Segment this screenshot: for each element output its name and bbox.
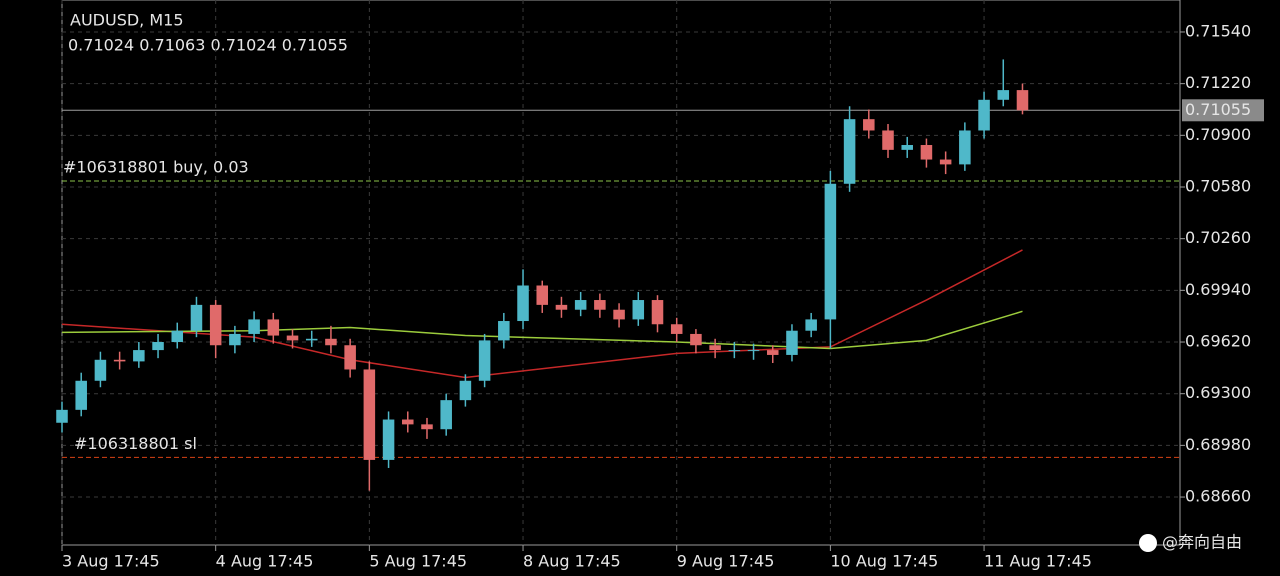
y-tick-label: 0.69940	[1185, 280, 1251, 299]
candle-body	[75, 380, 87, 410]
candle-body	[152, 342, 164, 351]
candle-body	[824, 183, 837, 320]
candle-body	[229, 333, 241, 346]
candle-body	[613, 309, 625, 320]
candle-body	[286, 335, 299, 341]
candle-body	[805, 319, 817, 331]
candle-body	[997, 90, 1010, 100]
x-tick-label: 3 Aug 17:45	[62, 552, 160, 571]
candle-body	[959, 130, 971, 165]
y-tick-label: 0.68660	[1185, 487, 1251, 506]
candle-body	[440, 400, 452, 430]
candle-body	[517, 285, 529, 322]
price-tag-label: 0.71055	[1185, 100, 1251, 119]
candle-body	[709, 345, 721, 351]
x-tick-label: 8 Aug 17:45	[523, 552, 621, 571]
candle-body	[305, 338, 318, 341]
candle-body	[248, 319, 260, 334]
candle-body	[536, 285, 549, 305]
candle-body	[863, 119, 875, 131]
y-tick-label: 0.71540	[1185, 21, 1251, 40]
level-label: #106318801 sl	[74, 434, 197, 453]
y-tick-label: 0.70580	[1185, 176, 1251, 195]
candle-body	[363, 369, 376, 460]
candle-body	[325, 338, 337, 346]
x-tick-label: 10 Aug 17:45	[830, 552, 938, 571]
candle-body	[478, 340, 491, 381]
candle-body	[94, 359, 107, 381]
ohlc-info: 0.71024 0.71063 0.71024 0.71055	[68, 36, 348, 55]
y-tick-label: 0.69620	[1185, 332, 1251, 351]
candle-body	[133, 350, 145, 362]
candle-body	[382, 419, 395, 460]
candle-body	[978, 99, 990, 131]
candle-body	[728, 350, 741, 352]
candle-body	[594, 300, 606, 310]
watermark-icon	[1139, 534, 1157, 552]
candle-body	[113, 359, 126, 362]
y-tick-label: 0.71220	[1185, 73, 1251, 92]
chart-title: AUDUSD, M15	[70, 11, 184, 30]
candle-body	[843, 119, 856, 184]
candle-body	[421, 424, 433, 430]
candle-body	[267, 319, 280, 336]
candle-body	[555, 304, 568, 310]
candle-body	[632, 300, 645, 320]
candle-body	[498, 321, 510, 341]
y-tick-label: 0.70260	[1185, 228, 1251, 247]
x-tick-label: 11 Aug 17:45	[984, 552, 1092, 571]
candle-body	[190, 304, 203, 331]
candle-body	[344, 345, 356, 370]
candle-body	[882, 130, 894, 150]
watermark: @奔向自由	[1162, 533, 1242, 552]
candle-body	[209, 304, 222, 346]
candle-body	[651, 300, 664, 325]
candle-body	[171, 330, 184, 343]
level-label: #106318801 buy, 0.03	[63, 158, 249, 177]
candle-body	[690, 333, 702, 346]
candle-body	[786, 330, 798, 355]
candle-body	[670, 324, 683, 334]
moving-average	[61, 249, 1023, 379]
candle-body	[459, 380, 472, 401]
candle-body	[574, 300, 587, 310]
x-tick-label: 9 Aug 17:45	[677, 552, 775, 571]
candle-body	[920, 145, 933, 160]
y-tick-label: 0.68980	[1185, 435, 1251, 454]
candle-body	[56, 409, 68, 423]
candle-body	[766, 350, 779, 355]
y-tick-label: 0.69300	[1185, 383, 1251, 402]
candle-body	[901, 145, 913, 150]
candle-body	[402, 419, 414, 425]
candle-body	[939, 159, 952, 165]
candle-body	[1016, 90, 1029, 111]
price-tag	[1182, 99, 1264, 122]
x-tick-label: 5 Aug 17:45	[369, 552, 467, 571]
candle-body	[747, 350, 760, 352]
x-tick-label: 4 Aug 17:45	[216, 552, 314, 571]
y-tick-label: 0.70900	[1185, 125, 1251, 144]
